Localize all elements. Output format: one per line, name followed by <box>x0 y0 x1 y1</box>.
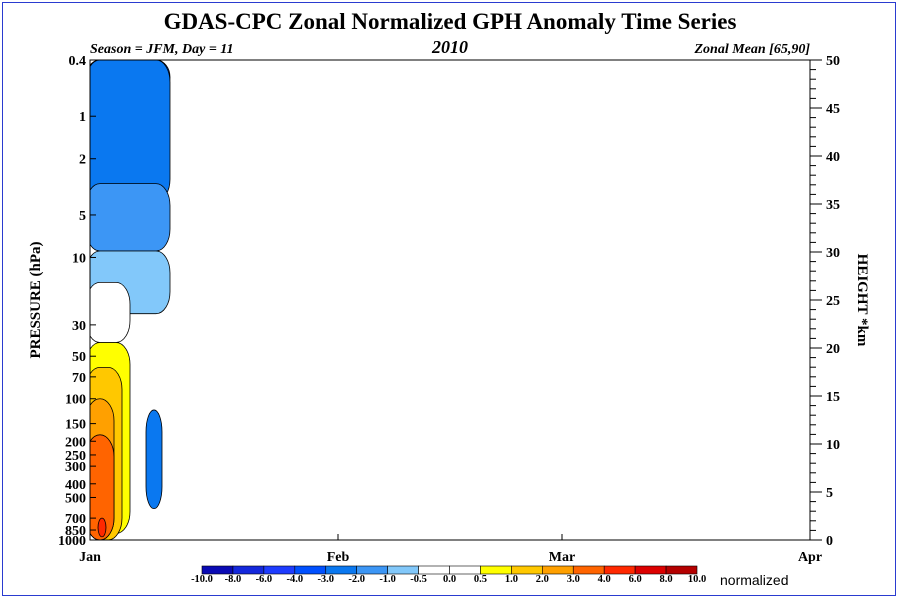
month-axis: Jan Feb Mar Apr <box>79 534 822 565</box>
colorbar-swatch <box>325 565 357 575</box>
height-axis-label: HEIGHT *km <box>854 254 870 347</box>
colorbar-swatch <box>572 565 605 575</box>
height-tick-label: 5 <box>826 486 833 501</box>
colorbar: -10.0 -8.0 -6.0 -4.0 -3.0 -2.0 -1.0 -0.5 0.0 0.5 1… <box>191 565 706 585</box>
pressure-axis-label: PRESSURE (hPa) <box>28 241 44 358</box>
colorbar-tick-label: 2.0 <box>536 574 549 585</box>
pressure-tick-label: 2 <box>79 153 86 168</box>
colorbar-swatch <box>263 565 296 575</box>
contour-region-10 <box>145 409 163 510</box>
height-tick-label: 15 <box>826 390 840 405</box>
colorbar-tick-label: 6.0 <box>629 574 642 585</box>
colorbar-tick-label: 4.0 <box>598 574 611 585</box>
chart-title: GDAS-CPC Zonal Normalized GPH Anomaly Ti… <box>164 9 737 34</box>
height-tick-label: 0 <box>826 534 833 549</box>
anomaly-contours <box>90 60 171 540</box>
height-tick-label: 50 <box>826 54 840 69</box>
colorbar-tick-label: -3.0 <box>317 574 334 585</box>
chart-subtitle-center: 2010 <box>431 37 468 57</box>
colorbar-unit-label: normalized <box>720 572 788 588</box>
chart-subtitle-left: Season = JFM, Day = 11 <box>90 42 234 57</box>
pressure-tick-label: 1 <box>79 110 86 125</box>
height-tick-label: 10 <box>826 438 840 453</box>
pressure-tick-label: 150 <box>65 418 86 433</box>
colorbar-swatch <box>201 565 234 575</box>
colorbar-tick-label: -0.5 <box>410 574 427 585</box>
colorbar-swatch <box>542 565 574 575</box>
colorbar-tick-label: 8.0 <box>660 574 673 585</box>
colorbar-swatch <box>511 565 543 575</box>
month-tick-label: Jan <box>79 550 101 565</box>
colorbar-swatch <box>449 565 481 575</box>
colorbar-tick-label: -10.0 <box>191 574 213 585</box>
height-tick-label: 45 <box>826 102 840 117</box>
month-tick-label: Apr <box>798 550 822 565</box>
colorbar-swatch <box>356 565 388 575</box>
pressure-tick-label: 10 <box>72 251 86 266</box>
colorbar-tick-label: -8.0 <box>225 574 242 585</box>
colorbar-tick-label: -1.0 <box>379 574 396 585</box>
height-tick-label: 35 <box>826 198 840 213</box>
pressure-tick-label: 1000 <box>58 534 86 549</box>
colorbar-tick-label: 1.0 <box>505 574 518 585</box>
pressure-tick-label: 30 <box>72 319 86 334</box>
month-tick-label: Feb <box>327 550 350 565</box>
colorbar-swatch <box>603 565 636 575</box>
contour-region-9 <box>97 517 107 538</box>
colorbar-swatch <box>232 565 265 575</box>
height-axis: 0 5 10 15 20 25 30 35 40 45 50 <box>810 54 840 549</box>
pressure-tick-label: 700 <box>65 512 86 527</box>
pressure-tick-label: 300 <box>65 460 86 475</box>
pressure-tick-label: 50 <box>72 350 86 365</box>
colorbar-tick-label: -2.0 <box>348 574 365 585</box>
colorbar-tick-label: 3.0 <box>567 574 580 585</box>
pressure-tick-label: 70 <box>72 371 86 386</box>
colorbar-swatch <box>418 565 450 575</box>
height-tick-label: 30 <box>826 246 840 261</box>
contour-region-2 <box>90 183 171 252</box>
height-tick-label: 40 <box>826 150 840 165</box>
chart-subtitle-right: Zonal Mean [65,90] <box>694 42 811 57</box>
height-tick-label: 25 <box>826 294 840 309</box>
pressure-tick-label: 400 <box>65 478 86 493</box>
contour-region-1 <box>90 60 171 202</box>
colorbar-tick-label: 10.0 <box>688 574 706 585</box>
height-tick-label: 20 <box>826 342 840 357</box>
month-tick-label: Mar <box>549 550 575 565</box>
colorbar-swatch <box>387 565 419 575</box>
pressure-tick-label: 100 <box>65 393 86 408</box>
colorbar-swatch <box>480 565 512 575</box>
colorbar-tick-label: -4.0 <box>287 574 304 585</box>
contour-region-4 <box>90 281 131 343</box>
pressure-tick-label: 0.4 <box>69 54 87 69</box>
pressure-tick-label: 850 <box>65 524 86 539</box>
colorbar-tick-label: -6.0 <box>256 574 273 585</box>
colorbar-swatch <box>294 565 327 575</box>
colorbar-swatch <box>634 565 667 575</box>
pressure-tick-label: 5 <box>79 209 86 224</box>
pressure-tick-label: 200 <box>65 435 86 450</box>
colorbar-tick-label: 0.5 <box>474 574 487 585</box>
colorbar-swatch <box>665 565 698 575</box>
colorbar-tick-label: 0.0 <box>443 574 456 585</box>
pressure-tick-label: 500 <box>65 491 86 506</box>
pressure-tick-label: 250 <box>65 449 86 464</box>
plot-area <box>89 59 811 541</box>
